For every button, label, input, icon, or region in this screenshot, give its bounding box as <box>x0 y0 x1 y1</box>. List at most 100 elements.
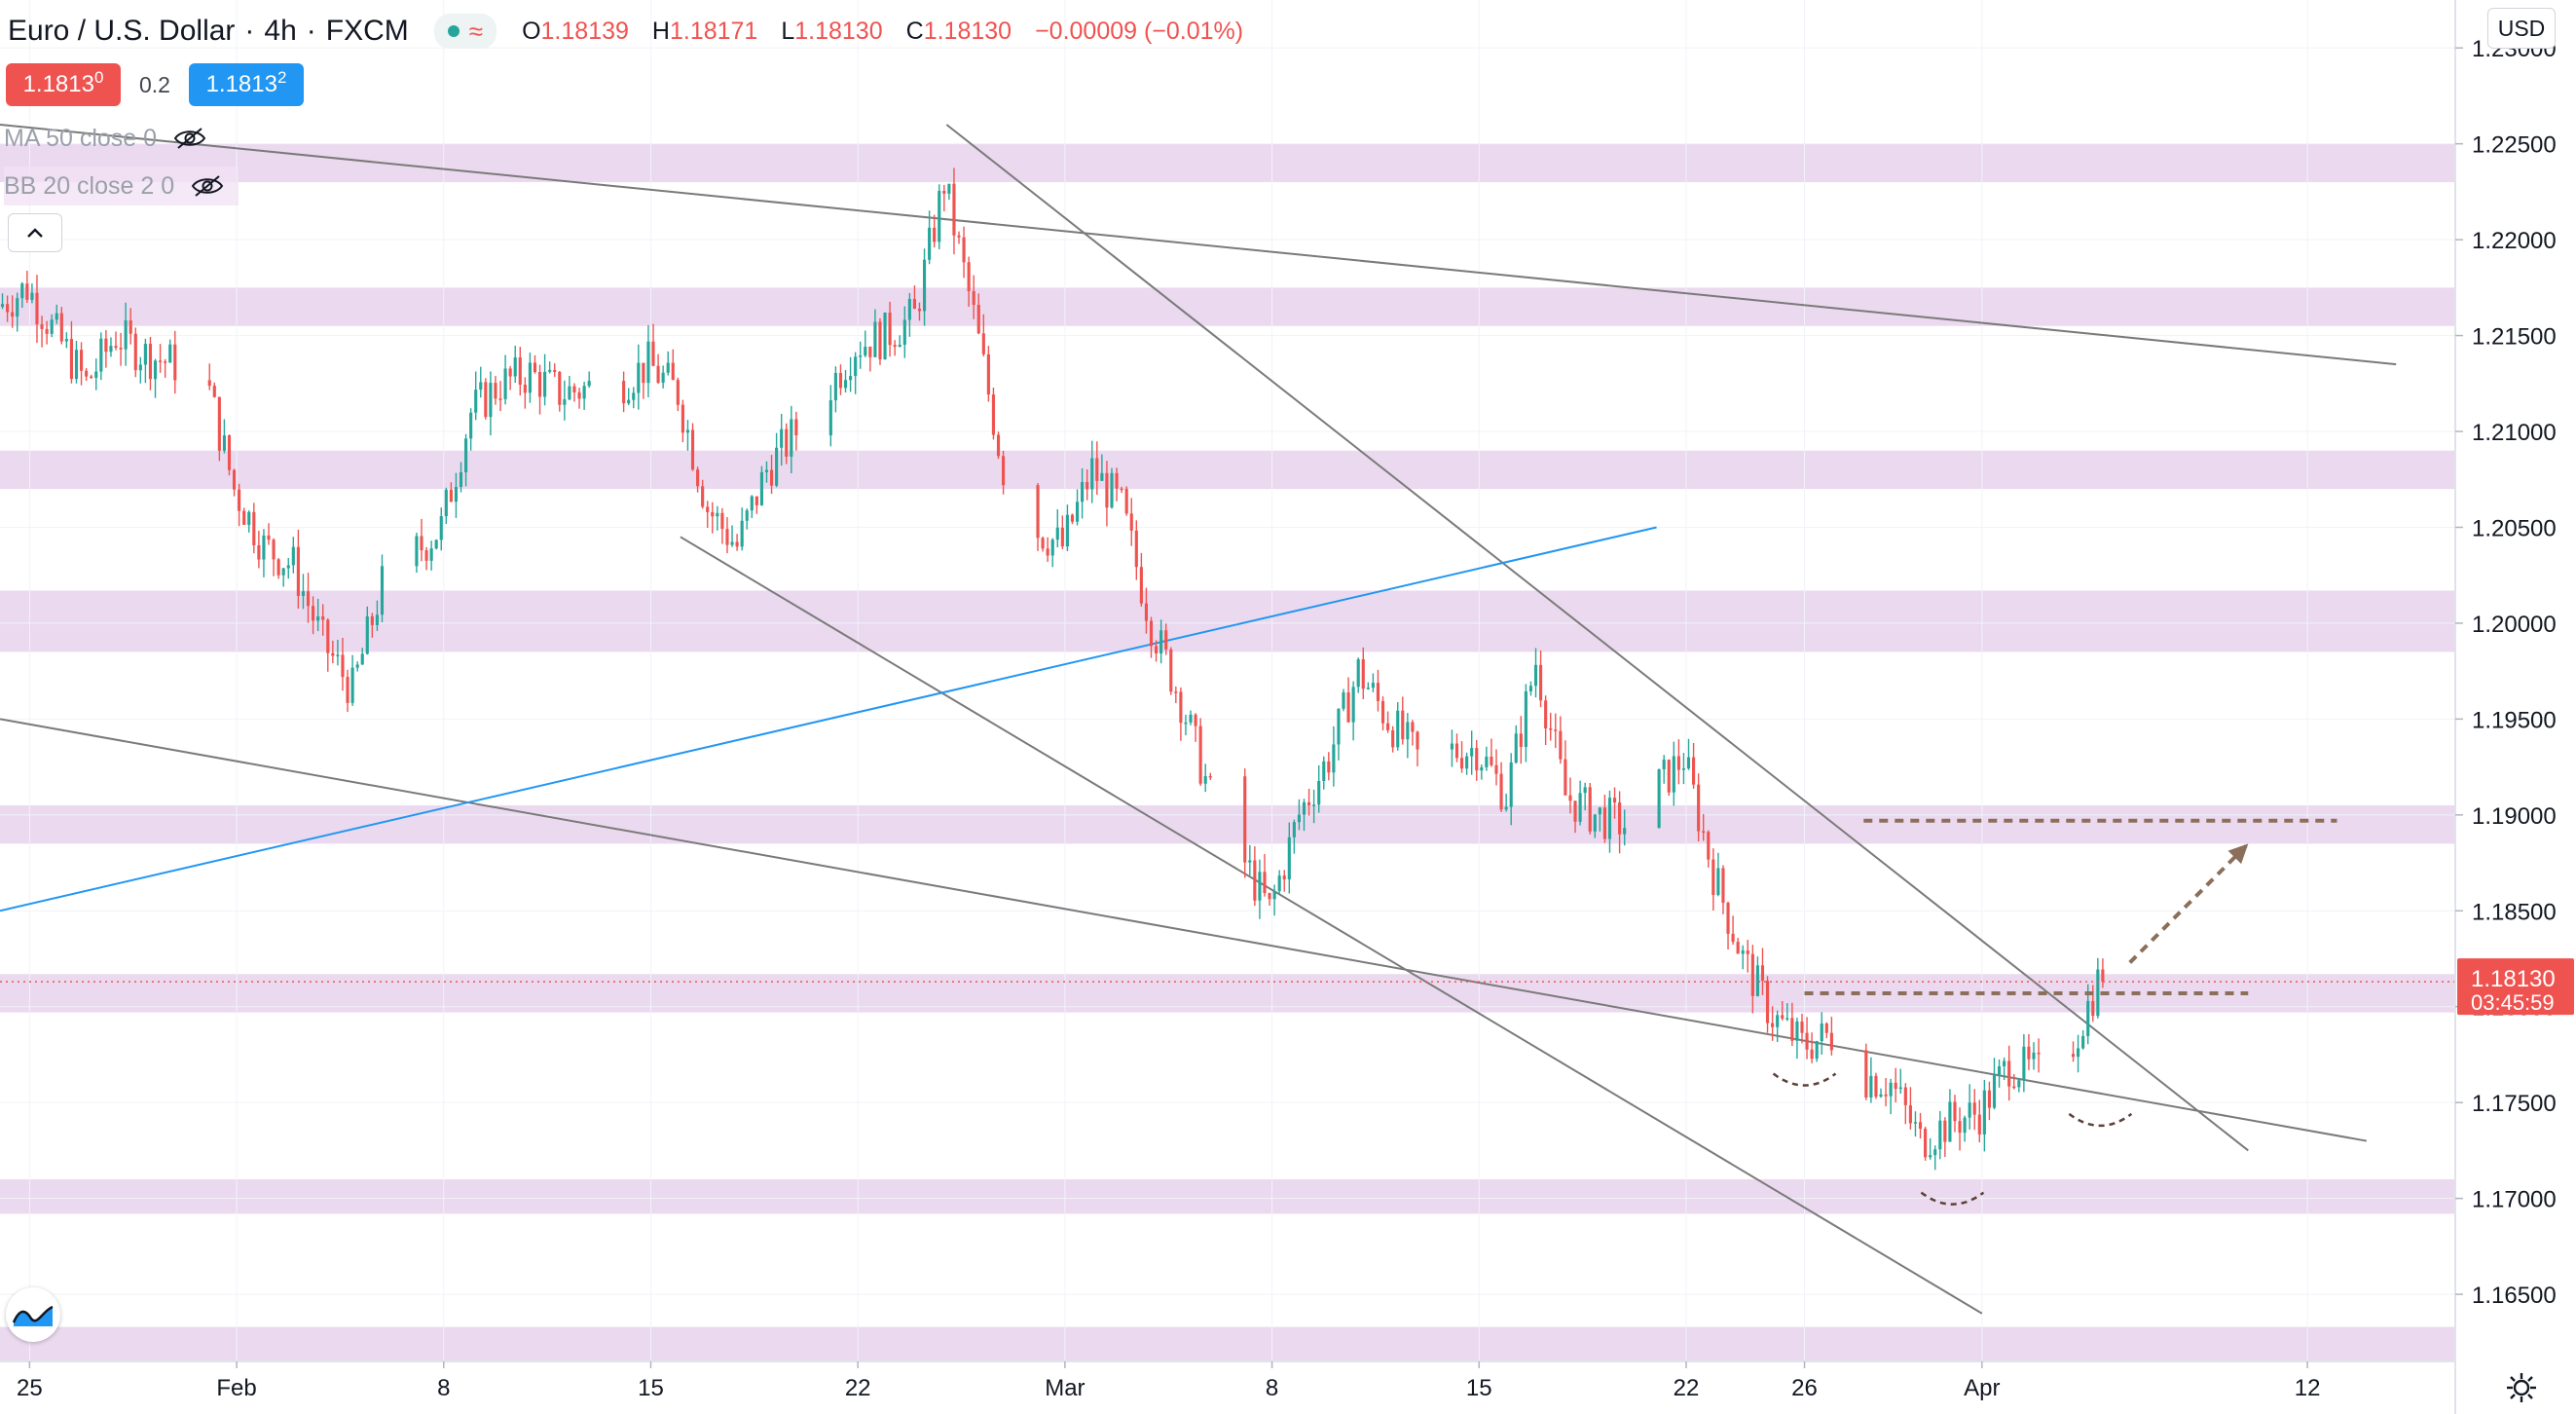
candle-body <box>902 319 906 345</box>
buy-price-pip: 2 <box>276 68 287 87</box>
candle-body <box>735 541 739 547</box>
last-price-label: 1.18130 <box>2471 966 2556 992</box>
candle-body <box>1494 764 1498 774</box>
candle-body <box>1972 1102 1976 1115</box>
indicator-ma[interactable]: MA 50 close 0 <box>4 119 207 158</box>
candle-body <box>775 447 779 486</box>
price-tick-label: 1.20500 <box>2472 515 2557 541</box>
candle-body <box>1480 766 1484 771</box>
candle-body <box>1948 1101 1952 1142</box>
low-key: L <box>781 17 795 45</box>
low-value: 1.18130 <box>794 17 883 45</box>
candle-body <box>513 357 517 377</box>
indicator-bb[interactable]: BB 20 close 2 0 <box>4 167 239 205</box>
candle-body <box>1277 875 1281 892</box>
candle-body <box>1864 1050 1868 1098</box>
candle-body <box>1588 787 1592 832</box>
grid-layer <box>0 0 2455 1361</box>
candle-body <box>133 333 137 371</box>
currency-button[interactable]: USD <box>2487 8 2556 49</box>
candle-body <box>1913 1122 1918 1124</box>
candle-body <box>1815 1041 1819 1060</box>
candle-body <box>59 313 63 342</box>
candle-body <box>1578 793 1582 822</box>
candle-body <box>1154 646 1159 654</box>
candle-body <box>828 400 832 436</box>
candle-body <box>907 298 911 320</box>
candle-body <box>1544 700 1548 729</box>
symbol-title[interactable]: Euro / U.S. Dollar <box>8 15 236 47</box>
candle-body <box>553 369 557 373</box>
candle-body <box>518 357 522 386</box>
candle-body <box>1657 768 1661 829</box>
legend-separator: · <box>306 15 316 47</box>
candle-body <box>2027 1046 2031 1060</box>
candle-body <box>681 404 684 433</box>
trendline <box>945 124 2249 1152</box>
candle-body <box>25 283 29 300</box>
timeframe-label[interactable]: 4h <box>264 15 297 47</box>
candle-body <box>587 381 591 387</box>
time-tick-label: 22 <box>1674 1375 1700 1401</box>
candle-body <box>1514 733 1518 763</box>
candle-body <box>1924 1129 1928 1158</box>
sell-button[interactable]: 1.18130 <box>6 63 121 106</box>
candle-body <box>912 298 916 310</box>
market-status-pill[interactable]: ≈ <box>433 14 497 49</box>
candle-body <box>696 469 700 487</box>
candle-body <box>898 344 902 348</box>
candle-body <box>316 615 320 621</box>
candle-body <box>1938 1120 1942 1150</box>
candle-body <box>104 338 108 353</box>
eye-off-icon[interactable] <box>190 174 225 198</box>
candle-body <box>922 259 927 312</box>
candle-body <box>227 435 232 470</box>
tradingview-logo-icon[interactable] <box>6 1287 60 1342</box>
candle-body <box>1568 795 1572 801</box>
pattern-arc <box>2068 1112 2133 1128</box>
candle-body <box>1805 1032 1809 1050</box>
candle-body <box>1716 868 1720 895</box>
close-value: 1.18130 <box>923 17 1012 45</box>
candle-body <box>1075 502 1080 522</box>
candle-body <box>1903 1087 1907 1105</box>
chart-settings-button[interactable] <box>2502 1368 2541 1407</box>
candle-body <box>1046 548 1049 556</box>
candle-body <box>1406 722 1410 740</box>
candle-body <box>523 385 527 393</box>
collapse-legend-button[interactable] <box>8 213 62 252</box>
eye-off-icon[interactable] <box>172 127 207 150</box>
candle-body <box>365 615 369 654</box>
candle-body <box>759 471 763 505</box>
candle-body <box>1302 801 1306 815</box>
candle-body <box>124 320 128 350</box>
candle-body <box>1785 1018 1789 1020</box>
candle-body <box>754 496 758 505</box>
candle-body <box>1681 768 1686 770</box>
candle-body <box>1322 761 1326 782</box>
candle-body <box>785 428 789 457</box>
candle-body <box>50 319 54 334</box>
candle-body <box>312 606 315 621</box>
candle-body <box>1987 1090 1991 1108</box>
candle-body <box>780 428 784 448</box>
buy-button[interactable]: 1.18132 <box>189 63 304 106</box>
candle-body <box>301 591 306 596</box>
candle-body <box>1612 798 1617 803</box>
candle-body <box>40 324 44 329</box>
candle-body <box>661 372 665 383</box>
candle-body <box>484 382 488 418</box>
candle-body <box>1721 868 1725 904</box>
candle-body <box>1485 756 1489 767</box>
candle-body <box>981 333 985 354</box>
candle-body <box>1736 942 1740 954</box>
candle-body <box>1623 828 1627 835</box>
candle-body <box>1889 1082 1893 1097</box>
candle-body <box>1416 731 1419 750</box>
candle-body <box>764 469 769 472</box>
candle-body <box>933 227 937 242</box>
candle-body <box>938 190 941 242</box>
symbol-legend[interactable]: Euro / U.S. Dollar · 4h · FXCM ≈ O1.1813… <box>8 10 1243 53</box>
